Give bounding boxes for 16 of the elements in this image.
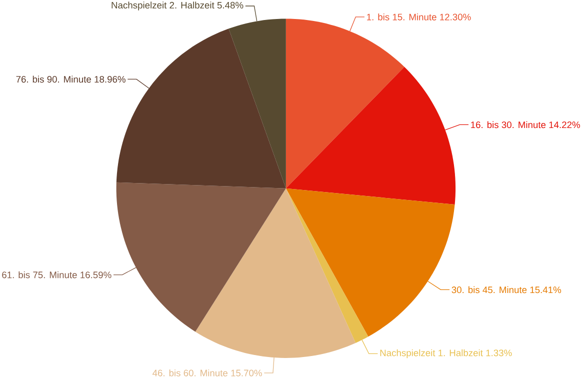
- slice-label: 76. bis 90. Minute: [16, 76, 92, 83]
- data-label: 18.96%: [94, 76, 126, 83]
- data-label: 15.41%: [530, 286, 562, 294]
- data-label: 15.70%: [231, 370, 262, 376]
- slice-label: 61. bis 75. Minute: [2, 271, 77, 278]
- slice-label: Nachspielzeit 2. Halbzeit: [112, 2, 214, 10]
- data-label: 14.22%: [549, 121, 580, 128]
- slice-label: 30. bis 45. Minute: [452, 286, 527, 294]
- slice-label: 1. bis 15. Minute: [367, 13, 436, 20]
- slice-label: 16. bis 30. Minute: [471, 121, 546, 128]
- data-label: 1.33%: [486, 350, 512, 356]
- slice-label: 46. bis 60. Minute: [152, 369, 228, 376]
- data-label: 5.48%: [217, 2, 244, 9]
- slice-label: Nachspielzeit 1. Halbzeit: [380, 349, 483, 358]
- data-label: 12.30%: [440, 14, 471, 20]
- data-label: 16.59%: [80, 272, 112, 278]
